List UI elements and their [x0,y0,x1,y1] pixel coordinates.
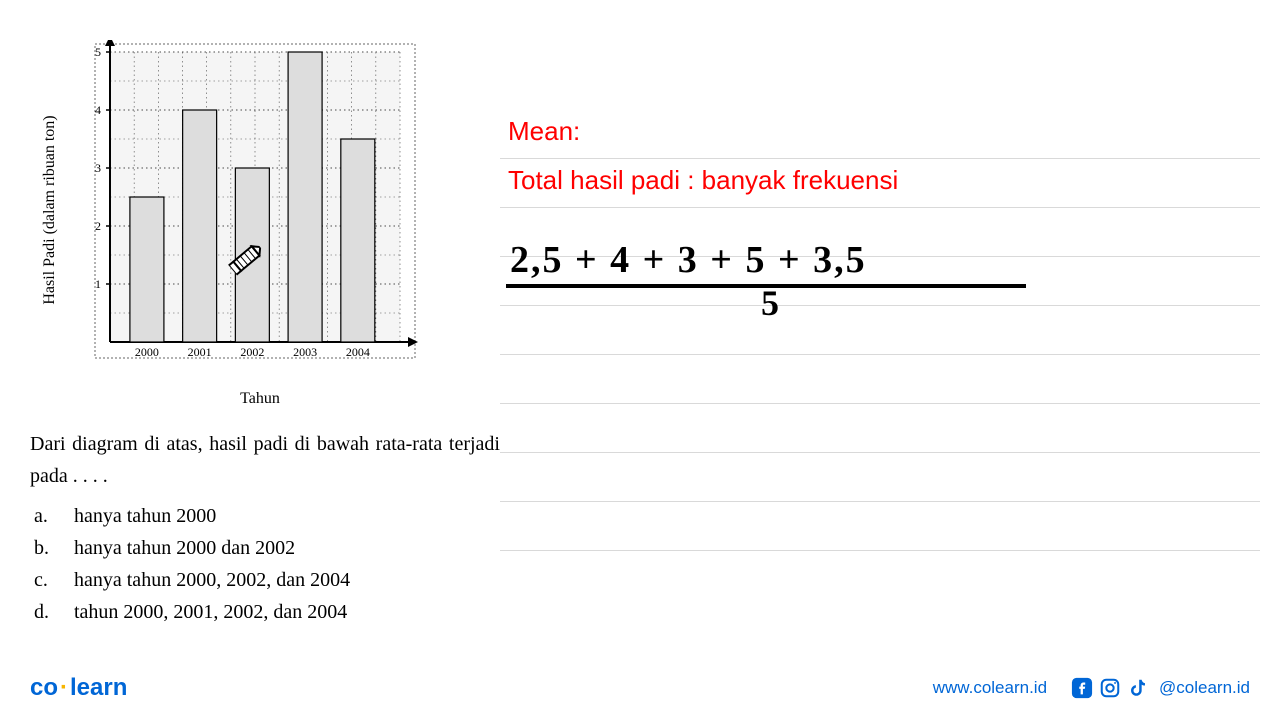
svg-text:4: 4 [95,103,101,117]
social-icons: @colearn.id [1071,677,1250,699]
svg-text:2000: 2000 [135,345,159,359]
footer-url[interactable]: www.colearn.id [933,678,1047,698]
option-text: hanya tahun 2000, 2002, dan 2004 [74,564,350,596]
rule-line [500,550,1260,551]
worked-solution-panel: Mean: Total hasil padi : banyak frekuens… [500,110,1260,551]
svg-text:3: 3 [95,161,101,175]
brand-logo: co·learn [30,674,127,702]
lined-paper: Mean: Total hasil padi : banyak frekuens… [500,110,1260,551]
facebook-icon[interactable] [1071,677,1093,699]
brand-left: co [30,674,58,701]
svg-text:1: 1 [95,277,101,291]
tiktok-icon[interactable] [1127,677,1149,699]
numerator: 2,5 + 4 + 3 + 5 + 3,5 [510,238,1030,282]
option-text: hanya tahun 2000 [74,500,216,532]
option-letter: c. [34,564,56,596]
footer: co·learn www.colearn.id @colearn.id [0,674,1280,702]
chart-xlabel: Tahun [240,390,280,408]
option-letter: d. [34,596,56,628]
instagram-icon[interactable] [1099,677,1121,699]
option-letter: a. [34,500,56,532]
svg-text:2001: 2001 [188,345,212,359]
chart-svg: 1 2 3 4 5 2000 2001 2002 2003 2004 [80,40,420,370]
svg-text:2002: 2002 [240,345,264,359]
option-text: tahun 2000, 2001, 2002, dan 2004 [74,596,347,628]
denominator: 5 [510,282,1030,324]
option[interactable]: b. hanya tahun 2000 dan 2002 [34,532,500,564]
options-list: a. hanya tahun 2000 b. hanya tahun 2000 dan… [30,500,500,628]
brand-right: learn [70,674,127,701]
question-panel: Hasil Padi (dalam ribuan ton) 1 2 3 4 5 2000 2… [30,40,500,628]
svg-text:2003: 2003 [293,345,317,359]
option-text: hanya tahun 2000 dan 2002 [74,532,295,564]
handwritten-fraction: 2,5 + 4 + 3 + 5 + 3,5 5 [510,238,1030,324]
question-text: Dari diagram di atas, hasil padi di bawa… [30,428,500,492]
mean-formula-words: Total hasil padi : banyak frekuensi [508,165,898,196]
option-letter: b. [34,532,56,564]
svg-text:2004: 2004 [346,345,370,359]
bar-chart: Hasil Padi (dalam ribuan ton) 1234520002… [80,40,440,380]
brand-dot: · [58,674,70,701]
svg-text:5: 5 [95,45,101,59]
social-handle: @colearn.id [1159,678,1250,698]
mean-label: Mean: [508,116,580,147]
option[interactable]: a. hanya tahun 2000 [34,500,500,532]
option[interactable]: d. tahun 2000, 2001, 2002, dan 2004 [34,596,500,628]
chart-ylabel: Hasil Padi (dalam ribuan ton) [41,115,59,304]
option[interactable]: c. hanya tahun 2000, 2002, dan 2004 [34,564,500,596]
svg-text:2: 2 [95,219,101,233]
